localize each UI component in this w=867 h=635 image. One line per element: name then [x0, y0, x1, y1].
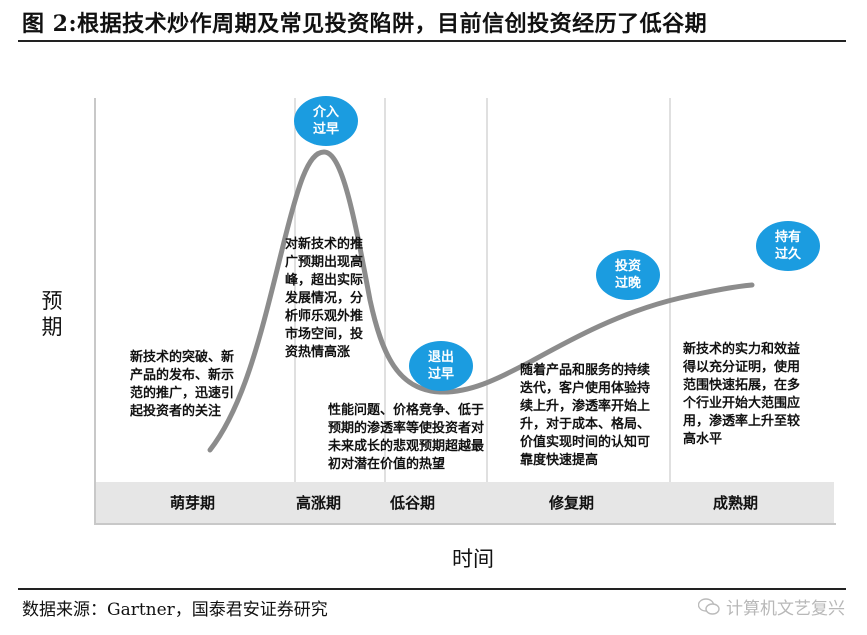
phase-label-trough: 低谷期 — [390, 494, 436, 512]
x-axis-label: 时间 — [452, 547, 494, 571]
phase-label-germination: 萌芽期 — [170, 494, 216, 512]
phase-band — [96, 482, 834, 523]
phase-label-maturity: 成熟期 — [713, 494, 759, 512]
bubble-exit-too-early: 退出 过早 — [409, 341, 473, 391]
description-hype: 对新技术的推 广预期出现高 峰，超出实际 发展情况，分 析师乐观外推 市场空间，… — [285, 237, 364, 360]
bubble-hold-too-long: 持有 过久 — [756, 221, 820, 271]
watermark: 计算机文艺复兴 — [698, 594, 845, 619]
hype-curve — [207, 149, 755, 453]
figure-title: 图 2:根据技术炒作周期及常见投资陷阱，目前信创投资经历了低谷期 — [22, 11, 708, 37]
description-germination: 新技术的突破、新 产品的发布、新示 范的推广，迅速引 起投资者的关注 — [130, 350, 235, 419]
bubble-enter-too-early: 介入 过早 — [294, 96, 358, 146]
bubble-invest-too-late: 投资 过晚 — [596, 250, 660, 300]
source-note: 数据来源：Gartner，国泰君安证券研究 — [22, 600, 328, 620]
y-axis-label: 预 期 — [41, 289, 63, 339]
source-rule — [18, 588, 846, 590]
description-recovery: 随着产品和服务的持续 迭代，客户使用体验持 续上升，渗透率开始上 升，对于成本、… — [520, 363, 651, 468]
title-rule — [18, 40, 846, 42]
wechat-icon — [698, 597, 720, 615]
description-maturity: 新技术的实力和效益 得以充分证明，使用 范围快速拓展，在多 个行业开始大范围应 … — [683, 342, 801, 447]
watermark-text: 计算机文艺复兴 — [726, 599, 845, 619]
phase-label-hype: 高涨期 — [296, 494, 342, 512]
description-trough: 性能问题、价格竞争、低于 预期的渗透率等使投资者对 未来成长的悲观预期超越最 初… — [328, 403, 485, 472]
phase-label-recovery: 修复期 — [549, 494, 595, 512]
